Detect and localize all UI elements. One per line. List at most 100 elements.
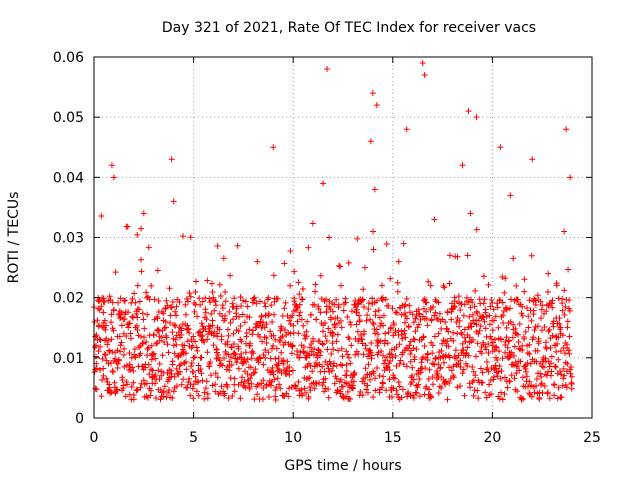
data-point	[387, 324, 394, 331]
data-point	[563, 384, 570, 391]
data-point	[100, 365, 107, 372]
data-point	[475, 395, 482, 402]
data-point	[226, 308, 233, 315]
data-point	[179, 233, 186, 240]
data-point	[250, 350, 257, 357]
data-point	[218, 383, 225, 390]
data-point	[165, 390, 172, 397]
data-point	[110, 174, 117, 181]
data-point	[291, 382, 298, 389]
data-point	[334, 314, 341, 321]
data-point	[146, 371, 153, 378]
data-point	[479, 369, 486, 376]
data-point	[354, 328, 361, 335]
data-point	[274, 295, 281, 302]
data-point	[220, 355, 227, 362]
data-point	[115, 299, 122, 306]
data-point	[144, 346, 151, 353]
data-point	[409, 311, 416, 318]
data-point	[367, 316, 374, 323]
data-point	[323, 303, 330, 310]
data-point	[346, 335, 353, 342]
data-point	[134, 282, 141, 289]
data-point	[320, 180, 327, 187]
data-point	[93, 365, 100, 372]
data-point	[490, 376, 497, 383]
data-point	[262, 303, 269, 310]
data-point	[568, 364, 575, 371]
data-point	[482, 325, 489, 332]
data-point	[471, 303, 478, 310]
data-point	[350, 378, 357, 385]
data-point	[144, 380, 151, 387]
data-point	[529, 156, 536, 163]
data-point	[362, 374, 369, 381]
data-point	[411, 356, 418, 363]
data-point	[477, 323, 484, 330]
data-point	[104, 341, 111, 348]
data-point	[335, 301, 342, 308]
data-point	[300, 322, 307, 329]
data-point	[271, 376, 278, 383]
data-point	[361, 330, 368, 337]
data-point	[298, 316, 305, 323]
data-point	[564, 318, 571, 325]
data-point	[241, 368, 248, 375]
data-point	[546, 326, 553, 333]
data-point	[538, 327, 545, 334]
data-point	[508, 372, 515, 379]
data-point	[424, 351, 431, 358]
data-point	[505, 338, 512, 345]
data-point	[112, 269, 119, 276]
data-point	[169, 395, 176, 402]
data-point	[122, 393, 129, 400]
data-point	[369, 295, 376, 302]
data-point	[143, 338, 150, 345]
data-point	[473, 321, 480, 328]
data-point	[485, 368, 492, 375]
data-point	[533, 383, 540, 390]
data-point	[412, 328, 419, 335]
data-point	[217, 293, 224, 300]
data-point	[492, 362, 499, 369]
data-point	[156, 376, 163, 383]
data-point	[198, 354, 205, 361]
data-point	[277, 327, 284, 334]
data-point	[223, 381, 230, 388]
data-point	[330, 346, 337, 353]
data-point	[189, 342, 196, 349]
data-point	[281, 260, 288, 267]
data-point	[372, 308, 379, 315]
y-tick-label: 0.06	[53, 50, 84, 66]
data-point	[166, 285, 173, 292]
data-point	[121, 316, 128, 323]
data-point	[561, 287, 568, 294]
data-point	[401, 310, 408, 317]
data-point	[312, 281, 319, 288]
data-point	[398, 311, 405, 318]
data-point	[325, 365, 332, 372]
data-point	[547, 344, 554, 351]
data-point	[138, 225, 145, 232]
data-point	[194, 347, 201, 354]
data-point	[520, 333, 527, 340]
data-point	[359, 392, 366, 399]
data-point	[204, 277, 211, 284]
data-point	[186, 375, 193, 382]
data-point	[457, 383, 464, 390]
data-point	[549, 304, 556, 311]
data-point	[140, 316, 147, 323]
data-point	[195, 392, 202, 399]
data-point	[204, 395, 211, 402]
data-point	[566, 350, 573, 357]
data-point	[358, 297, 365, 304]
data-point	[416, 375, 423, 382]
data-point	[212, 381, 219, 388]
data-point	[391, 375, 398, 382]
data-point	[130, 379, 137, 386]
data-point	[330, 363, 337, 370]
data-point	[136, 306, 143, 313]
data-point	[431, 333, 438, 340]
